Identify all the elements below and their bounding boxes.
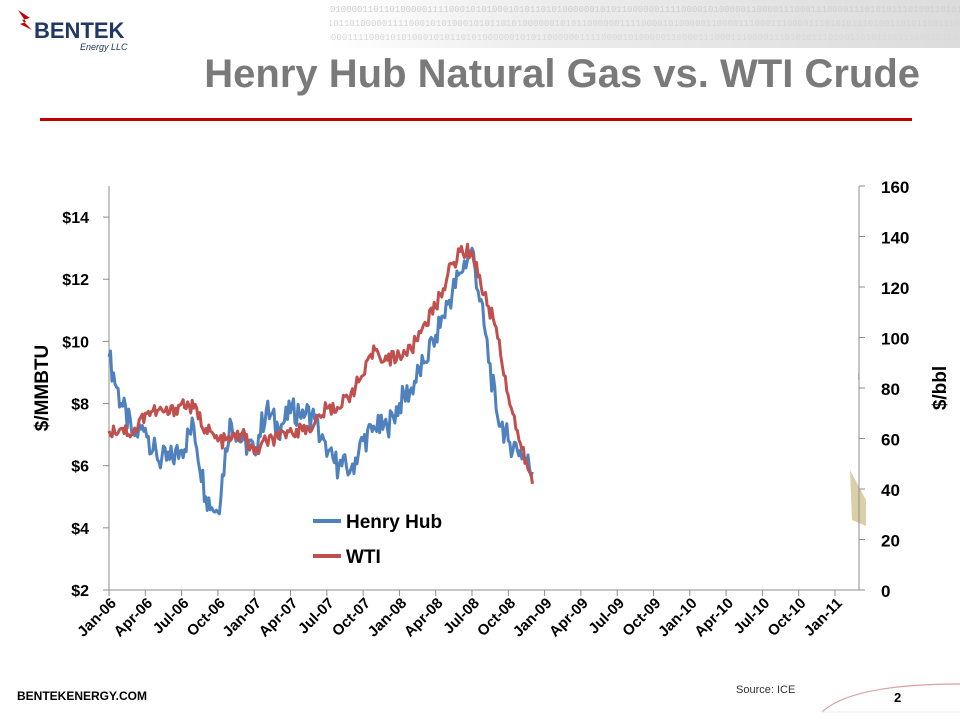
y-right-tick-label: 40 [881,481,900,500]
chart-source-note: Source: ICE [736,684,796,696]
y-right-tick-label: 140 [881,229,909,248]
chart-legend: Henry Hub WTI [313,512,442,568]
y-left-tick-label: $8 [71,397,89,414]
y-left-tick-label: $14 [62,210,89,227]
logo-word: BENTEK [34,18,125,43]
bentek-logo: BENTEK Energy LLC [18,10,128,52]
series-line-wti [107,242,534,485]
title-rule [40,118,912,121]
y-right-tick-label: 100 [881,330,909,349]
y-left-tick-label: $12 [62,272,89,289]
y-right-tick-label: 160 [881,178,909,197]
legend-label-henry-hub: Henry Hub [346,512,442,533]
logo-subtitle: Energy LLC [80,42,128,52]
y-right-tick-label: 20 [881,532,900,551]
page-number: 2 [894,690,902,705]
footer-website: BENTEKENERGY.COM [17,689,148,703]
y-left-tick-label: $4 [71,521,89,538]
slide-title: Henry Hub Natural Gas vs. WTI Crude [204,52,920,96]
y-right-tick-label: 80 [881,380,900,399]
binary-text-row-1: 0100001101101000001111000101010001010110… [330,5,960,15]
y-right-tick-label: 120 [881,279,909,298]
binary-text-row-2: 0100001101101000001111000101010001010110… [330,19,960,29]
y-left-tick-label: $6 [71,459,89,476]
series-line-henry-hub [107,246,534,516]
binary-text-row-3: 0100001101101000001111000101010001010110… [330,33,960,43]
legend-label-wti: WTI [346,547,381,568]
series-layer [107,242,534,516]
y-right-tick-label: 0 [881,582,890,601]
y-left-tick-label: $2 [71,583,89,600]
binary-header-band: 0100001101101000001111000101010001010110… [330,0,960,48]
logo-mark-icon [18,10,32,30]
y-axis-left-label: $/MMBTU [32,345,53,432]
y-left-tick-label: $10 [62,334,89,351]
y-axis-right-label: $/bbl [930,366,951,410]
binary-pattern: 0100001101101000001111000101010001010110… [330,5,960,43]
y-right-tick-label: 60 [881,431,900,450]
